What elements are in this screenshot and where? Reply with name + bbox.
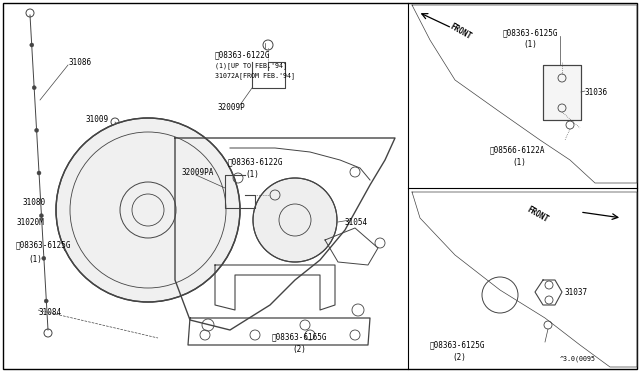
Text: Ⓝ08566-6122A: Ⓝ08566-6122A: [490, 145, 545, 154]
Circle shape: [32, 86, 36, 90]
Text: 31036: 31036: [585, 88, 608, 97]
Bar: [543, 65, 581, 120]
Text: (1): (1): [28, 255, 42, 264]
Text: 31037: 31037: [565, 288, 588, 297]
Text: (1): (1): [245, 170, 259, 179]
Circle shape: [56, 118, 240, 302]
Text: 31020M: 31020M: [16, 218, 44, 227]
Text: Ⓝ08363-6165G: Ⓝ08363-6165G: [272, 332, 328, 341]
Text: (1): (1): [523, 40, 537, 49]
Text: (1)[UP TO FEB.'94]: (1)[UP TO FEB.'94]: [215, 62, 287, 69]
Text: 31072A[FROM FEB.'94]: 31072A[FROM FEB.'94]: [215, 72, 295, 79]
Circle shape: [37, 171, 41, 175]
Text: 31084: 31084: [38, 308, 61, 317]
Text: Ⓝ08363-6125G: Ⓝ08363-6125G: [503, 28, 559, 37]
Text: 31009: 31009: [85, 115, 108, 124]
Circle shape: [44, 299, 48, 303]
Text: (1): (1): [512, 158, 526, 167]
Circle shape: [42, 256, 46, 260]
Text: FRONT: FRONT: [449, 22, 473, 41]
Text: (2): (2): [452, 353, 466, 362]
Text: 31080: 31080: [22, 198, 45, 207]
Text: ^3.0(0095: ^3.0(0095: [560, 356, 596, 362]
Circle shape: [35, 128, 38, 132]
Text: Ⓝ08363-6122G: Ⓝ08363-6122G: [228, 157, 284, 166]
Text: (2): (2): [292, 345, 306, 354]
Bar: [543, 65, 581, 120]
Polygon shape: [412, 192, 637, 367]
Text: Ⓝ08363-6122G: Ⓝ08363-6122G: [215, 50, 271, 59]
Text: Ⓝ08363-6125G: Ⓝ08363-6125G: [430, 340, 486, 349]
Circle shape: [30, 43, 34, 47]
Text: FRONT: FRONT: [525, 205, 550, 224]
Text: 31054: 31054: [345, 218, 368, 227]
Text: Ⓝ08363-6125G: Ⓝ08363-6125G: [16, 240, 72, 249]
Text: 32009P: 32009P: [218, 103, 246, 112]
Text: 31086: 31086: [68, 58, 91, 67]
Circle shape: [40, 214, 44, 218]
Circle shape: [253, 178, 337, 262]
Text: 32009PA: 32009PA: [182, 168, 214, 177]
Polygon shape: [412, 5, 637, 183]
